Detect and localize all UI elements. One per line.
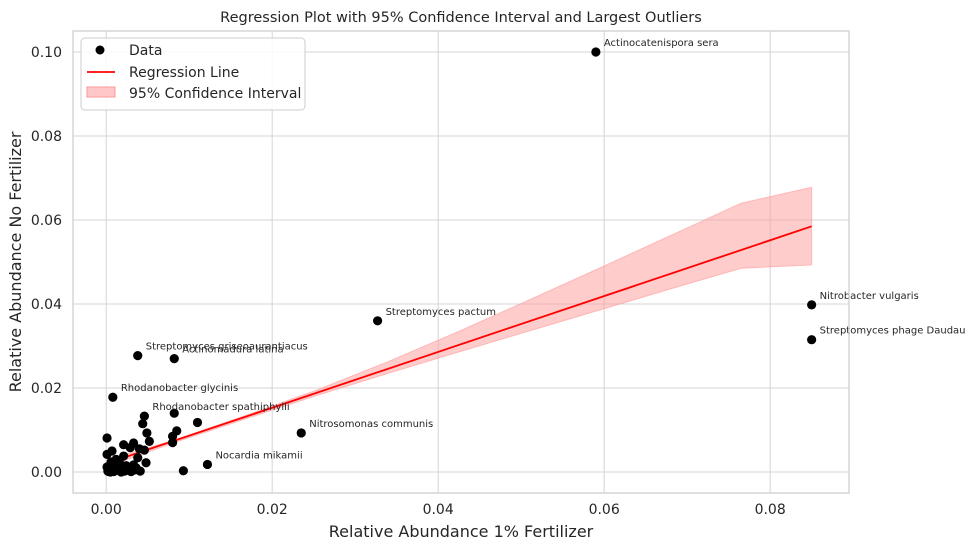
data-point bbox=[169, 408, 179, 418]
data-point bbox=[138, 419, 148, 429]
data-point bbox=[119, 451, 129, 461]
data-point bbox=[202, 459, 213, 470]
y-tick-label: 0.04 bbox=[31, 297, 62, 313]
outlier-label: Actinomadura latina bbox=[182, 345, 283, 356]
y-tick-label: 0.00 bbox=[31, 465, 62, 481]
y-tick-label: 0.08 bbox=[31, 129, 62, 145]
outlier-label: Streptomyces phage Daudau bbox=[820, 326, 966, 337]
data-point bbox=[296, 428, 306, 438]
legend-label-regression: Regression Line bbox=[129, 65, 239, 81]
y-tick-label: 0.06 bbox=[31, 213, 62, 229]
data-point bbox=[167, 438, 178, 448]
regression-line bbox=[105, 225, 812, 465]
data-point bbox=[131, 463, 141, 473]
x-tick-label: 0.06 bbox=[589, 502, 620, 518]
data-point bbox=[807, 300, 817, 310]
data-point bbox=[139, 411, 149, 421]
data-point bbox=[108, 392, 118, 402]
tick-labels: 0.00 0.02 0.04 0.06 0.08 0.00 0.02 0.04 0.06 0.08… bbox=[31, 45, 786, 518]
y-tick-label: 0.02 bbox=[31, 381, 62, 397]
outlier-label: Actinocatenispora sera bbox=[604, 38, 719, 49]
data-point bbox=[178, 466, 188, 476]
legend: Data Regression Line 95% Confidence Inte… bbox=[80, 37, 306, 111]
data-point bbox=[167, 431, 178, 441]
data-point bbox=[133, 351, 143, 361]
data-point bbox=[372, 316, 383, 326]
x-axis-label: Relative Abundance 1% Fertilizer bbox=[329, 522, 594, 541]
legend-marker-ci bbox=[86, 86, 116, 98]
data-point bbox=[807, 335, 817, 345]
data-point bbox=[125, 443, 135, 453]
outlier-label: Nocardia mikamii bbox=[215, 450, 302, 461]
legend-box bbox=[80, 37, 306, 111]
data-point bbox=[121, 461, 131, 471]
data-point bbox=[591, 47, 601, 57]
outlier-label: Streptomyces griseoaurantiacus bbox=[146, 342, 308, 353]
plot-frame bbox=[72, 30, 850, 494]
chart-title: Regression Plot with 95% Confidence Inte… bbox=[220, 10, 702, 26]
x-tick-label: 0.08 bbox=[755, 502, 786, 518]
data-point bbox=[104, 466, 114, 477]
y-axis-label: Relative Abundance No Fertilizer bbox=[6, 131, 25, 392]
x-tick-label: 0.02 bbox=[257, 502, 288, 518]
plot-border bbox=[72, 30, 850, 494]
data-point bbox=[133, 453, 143, 463]
x-tick-label: 0.00 bbox=[91, 502, 122, 518]
outlier-annotations: Actinocatenispora sera Nitrobacter vulgar… bbox=[121, 38, 966, 461]
x-tick-label: 0.04 bbox=[423, 502, 454, 518]
data-point bbox=[102, 433, 112, 443]
data-point bbox=[144, 436, 154, 446]
legend-marker-data bbox=[95, 45, 105, 55]
data-point bbox=[107, 446, 117, 456]
outlier-label: Streptomyces pactum bbox=[386, 307, 496, 318]
data-points-layer bbox=[102, 47, 817, 477]
confidence-band-layer bbox=[105, 186, 813, 468]
legend-label-ci: 95% Confidence Interval bbox=[129, 86, 301, 102]
y-tick-label: 0.10 bbox=[31, 45, 62, 61]
data-point bbox=[169, 354, 179, 364]
data-point bbox=[141, 458, 151, 468]
outlier-label: Rhodanobacter spathiphylli bbox=[152, 402, 289, 413]
confidence-band bbox=[105, 186, 813, 468]
data-point bbox=[139, 445, 149, 455]
data-point bbox=[142, 428, 152, 438]
outlier-label: Rhodanobacter glycinis bbox=[121, 383, 238, 394]
data-point bbox=[192, 417, 203, 428]
legend-label-data: Data bbox=[129, 43, 162, 59]
outlier-label: Nitrobacter vulgaris bbox=[820, 291, 919, 302]
outlier-label: Nitrosomonas communis bbox=[309, 419, 433, 430]
regression-line-layer bbox=[105, 225, 812, 465]
